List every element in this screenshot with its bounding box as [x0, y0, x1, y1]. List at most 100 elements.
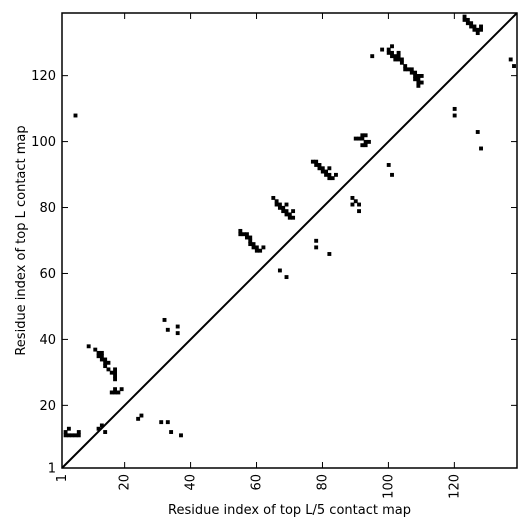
contact-point — [314, 245, 319, 250]
contact-point — [93, 347, 98, 352]
contact-point — [469, 21, 474, 26]
contact-point — [416, 73, 421, 78]
contact-point — [284, 202, 289, 207]
contact-point — [314, 159, 319, 164]
contact-point — [479, 146, 483, 151]
contact-point — [136, 416, 141, 421]
y-axis-label: Residue index of top L contact map — [14, 125, 29, 355]
y-tick-label: 80 — [39, 201, 56, 216]
contact-point — [106, 367, 111, 372]
contact-point — [508, 57, 513, 62]
contact-point — [360, 143, 365, 148]
contact-point — [76, 433, 81, 438]
contact-point — [284, 212, 289, 217]
contact-point — [99, 357, 104, 362]
contact-point — [248, 235, 253, 240]
contact-point — [254, 245, 259, 250]
contact-point — [409, 67, 414, 72]
contact-point — [109, 390, 114, 395]
contact-point — [99, 423, 104, 428]
contact-point — [452, 106, 457, 111]
contact-point — [165, 327, 170, 332]
contact-point — [159, 420, 164, 425]
y-tick-label: 100 — [31, 135, 56, 150]
contact-point — [66, 426, 71, 431]
contact-point — [96, 350, 101, 355]
contact-point — [179, 433, 183, 438]
contact-point — [317, 166, 322, 171]
y-tick-label: 20 — [39, 399, 56, 414]
contact-point — [103, 430, 108, 434]
contact-point — [320, 166, 325, 171]
contact-point — [238, 228, 243, 233]
contact-point — [251, 242, 256, 247]
contact-point — [334, 172, 338, 177]
contact-point — [86, 344, 91, 349]
contact-point — [291, 209, 296, 214]
contact-point — [277, 205, 282, 210]
contact-point — [403, 64, 408, 69]
contact-point — [399, 57, 404, 62]
y-tick-label: 120 — [31, 69, 56, 84]
contact-point — [73, 433, 78, 438]
contact-point — [281, 209, 286, 214]
contact-point — [396, 50, 401, 55]
contact-point — [70, 433, 75, 438]
contact-point — [103, 360, 108, 365]
contact-point — [353, 136, 358, 141]
contact-point — [76, 430, 81, 434]
contact-point — [291, 215, 296, 220]
x-tick-label: 20 — [118, 474, 133, 491]
contact-point — [324, 169, 329, 174]
contact-point — [314, 238, 319, 243]
contact-point — [330, 176, 335, 181]
contact-point — [327, 176, 332, 181]
contact-point — [403, 67, 408, 72]
contact-point — [113, 377, 118, 382]
contact-point — [363, 143, 368, 148]
x-tick-label: 60 — [250, 474, 265, 491]
contact-point — [63, 430, 68, 434]
contact-point — [287, 212, 292, 217]
contact-point — [113, 374, 118, 378]
contact-point — [462, 17, 467, 22]
contact-point — [350, 202, 355, 207]
contact-point — [244, 235, 249, 240]
contact-point — [472, 27, 477, 32]
contact-point — [363, 133, 368, 138]
contact-point — [119, 387, 124, 392]
y-tick-label: 60 — [39, 267, 56, 282]
contact-point — [419, 73, 424, 78]
contact-point — [66, 433, 71, 438]
x-tick-label: 100 — [381, 474, 396, 499]
contact-point — [73, 113, 78, 118]
contact-point — [357, 202, 361, 207]
contact-point — [390, 44, 394, 49]
contact-point — [258, 248, 263, 253]
contact-point — [360, 133, 365, 138]
y-tick-label: 40 — [39, 333, 56, 348]
contact-point — [380, 47, 385, 52]
contact-point — [284, 275, 289, 280]
contact-point — [399, 60, 404, 65]
contact-point — [113, 390, 118, 395]
contact-point — [416, 77, 421, 82]
contact-point — [317, 163, 322, 167]
contact-point — [248, 242, 253, 247]
contact-point — [287, 215, 292, 220]
contact-point — [413, 70, 418, 75]
contact-point — [165, 420, 170, 425]
contact-point — [413, 73, 418, 78]
contact-point — [139, 413, 144, 418]
contact-point — [113, 367, 118, 372]
contact-point — [357, 209, 361, 214]
contact-point — [277, 268, 282, 273]
contact-point — [390, 172, 394, 177]
contact-point — [274, 199, 279, 204]
contact-point — [327, 166, 332, 171]
x-tick-label: 40 — [184, 474, 199, 491]
contact-point — [169, 430, 174, 434]
contact-point — [63, 433, 68, 438]
